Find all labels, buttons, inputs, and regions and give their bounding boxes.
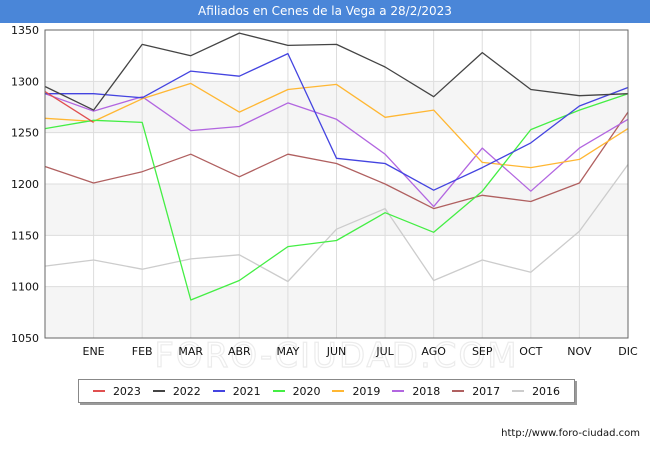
x-tick-label: MAY bbox=[276, 345, 299, 358]
legend-swatch bbox=[512, 390, 525, 392]
legend-label: 2019 bbox=[352, 384, 381, 398]
legend-label: 2016 bbox=[532, 384, 561, 398]
series-line-2022 bbox=[44, 32, 629, 111]
source-link[interactable]: http://www.foro-ciudad.com bbox=[501, 428, 640, 439]
series-line-2016 bbox=[44, 164, 629, 283]
chart-title: Afiliados en Cenes de la Vega a 28/2/202… bbox=[0, 0, 650, 23]
legend-label: 2017 bbox=[472, 384, 501, 398]
x-tick-label: MAR bbox=[178, 345, 203, 358]
legend-swatch bbox=[212, 390, 225, 392]
watermark-text: FORO-CIUDAD.COM bbox=[154, 336, 518, 376]
legend-item-2023: 2023 bbox=[92, 384, 141, 398]
x-tick-label: AGO bbox=[421, 345, 446, 358]
legend-swatch bbox=[152, 390, 165, 392]
y-tick-label: 1200 bbox=[11, 178, 39, 191]
legend-label: 2021 bbox=[232, 384, 261, 398]
x-tick-label: OCT bbox=[519, 345, 542, 358]
legend-item-2016: 2016 bbox=[512, 385, 560, 398]
legend-item-2020: 2020 bbox=[272, 384, 321, 398]
watermark-layer: FORO-CIUDAD.COM bbox=[154, 335, 518, 376]
series-line-2017 bbox=[44, 111, 629, 210]
legend-label: 2018 bbox=[412, 384, 441, 398]
legend-swatch bbox=[92, 390, 105, 392]
legend-swatch bbox=[452, 390, 465, 392]
series-line-2021 bbox=[45, 52, 629, 191]
y-tick-label: 1250 bbox=[11, 127, 39, 140]
series-layer bbox=[44, 32, 629, 301]
x-tick-label: NOV bbox=[567, 345, 592, 358]
x-tick-label: FEB bbox=[132, 345, 153, 358]
legend-item-2017: 2017 bbox=[452, 385, 500, 398]
plot-frame bbox=[44, 29, 629, 339]
legend-swatch bbox=[332, 390, 345, 392]
y-tick-label: 1150 bbox=[11, 229, 39, 242]
series-line-2018 bbox=[44, 93, 629, 208]
legend: 2023 2022 2021 2020 2019 2018 2017 2016 bbox=[78, 379, 575, 403]
x-tick-label: SEP bbox=[472, 345, 493, 358]
x-tick-label: ABR bbox=[228, 345, 251, 358]
x-tick-label: ENE bbox=[83, 345, 105, 358]
legend-item-2022: 2022 bbox=[152, 384, 201, 398]
legend-label: 2020 bbox=[292, 384, 321, 398]
y-tick-label: 1350 bbox=[11, 24, 39, 37]
y-tick-label: 1100 bbox=[11, 281, 39, 294]
series-line-2020 bbox=[44, 93, 629, 301]
axes: 1050 1100 1150 1200 1250 1300 1350 ENE FEB MAR ABR… bbox=[11, 24, 638, 358]
legend-item-2019: 2019 bbox=[332, 385, 380, 398]
x-tick-label: JUN bbox=[326, 345, 347, 358]
x-tick-label: DIC bbox=[618, 345, 638, 358]
series-line-2019 bbox=[44, 82, 629, 169]
legend-swatch bbox=[272, 390, 285, 392]
y-tick-label: 1050 bbox=[11, 332, 39, 345]
y-tick-label: 1300 bbox=[11, 75, 39, 88]
legend-label: 2022 bbox=[172, 384, 201, 398]
legend-label: 2023 bbox=[112, 384, 141, 398]
legend-swatch bbox=[392, 390, 405, 392]
series-line-2023 bbox=[44, 91, 94, 123]
legend-item-2018: 2018 bbox=[392, 385, 440, 398]
legend-item-2021: 2021 bbox=[212, 384, 261, 398]
x-tick-label: JUL bbox=[375, 345, 394, 358]
